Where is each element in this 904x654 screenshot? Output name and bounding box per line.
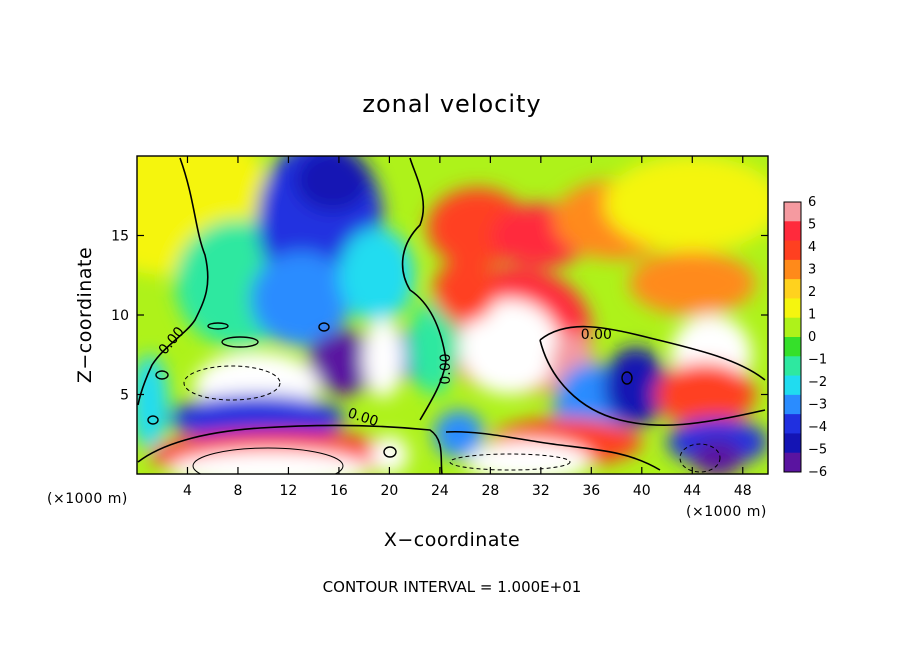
y-axis-label: Z−coordinate bbox=[74, 247, 96, 383]
field-blob-13 bbox=[370, 435, 409, 474]
x-tick-label-20: 20 bbox=[380, 483, 398, 499]
contour-small-2 bbox=[207, 322, 229, 330]
contour-small-4 bbox=[155, 370, 169, 380]
colorbar-swatch-7 bbox=[784, 337, 801, 357]
colorbar-swatch-11 bbox=[784, 414, 801, 434]
contour-interval-note: CONTOUR INTERVAL = 1.000E+01 bbox=[323, 578, 582, 596]
field-blob-9 bbox=[168, 394, 346, 443]
colorbar-label-0: 6 bbox=[808, 195, 816, 210]
colorbar-label-11: −5 bbox=[808, 443, 827, 458]
x-tick-label-8: 8 bbox=[233, 483, 242, 499]
colorbar-label-9: −3 bbox=[808, 398, 827, 413]
field-blob-12 bbox=[168, 450, 371, 474]
colorbar-swatch-13 bbox=[784, 452, 801, 473]
colorbar-swatch-1 bbox=[784, 221, 801, 242]
contour-label-2: 0.00 bbox=[438, 353, 454, 384]
contour-small-1 bbox=[221, 336, 259, 348]
field-blob-26 bbox=[654, 362, 756, 427]
colorbar-swatch-0 bbox=[784, 202, 801, 222]
field-blob-3 bbox=[294, 156, 371, 212]
field-blob-18 bbox=[603, 156, 768, 252]
chart-title: zonal velocity bbox=[362, 90, 541, 118]
y-tick-label-5: 5 bbox=[120, 388, 129, 404]
contour-line-right bbox=[539, 325, 766, 426]
field-blob-32 bbox=[408, 299, 459, 395]
x-tick-label-16: 16 bbox=[330, 483, 348, 499]
y-tick-label-10: 10 bbox=[111, 308, 129, 324]
field-blob-14 bbox=[362, 318, 404, 398]
field-blob-30 bbox=[465, 440, 592, 474]
x-tick-label-28: 28 bbox=[481, 483, 499, 499]
contour-small-7 bbox=[383, 446, 397, 458]
x-tick-label-32: 32 bbox=[532, 483, 550, 499]
contour-small-3 bbox=[318, 322, 330, 332]
field-blob-28 bbox=[692, 439, 743, 474]
colorbar-label-8: −2 bbox=[808, 375, 827, 390]
contour-solid-bottom-left bbox=[192, 447, 344, 474]
contour-dashed-bottom bbox=[449, 453, 571, 471]
x-tick-label-24: 24 bbox=[431, 483, 449, 499]
contour-dashed-left bbox=[183, 365, 281, 401]
zero-contours bbox=[137, 157, 766, 474]
x-tick-label-12: 12 bbox=[280, 483, 298, 499]
field-blob-24 bbox=[603, 346, 668, 427]
colorbar-swatch-3 bbox=[784, 259, 801, 280]
field-blob-5 bbox=[338, 227, 415, 323]
x-tick-label-44: 44 bbox=[683, 483, 701, 499]
colorbar: 6 5 4 3 2 1 0 −1 −2 −3 −4 −5 −6 bbox=[783, 195, 827, 480]
colorbar-label-1: 5 bbox=[808, 218, 816, 233]
colorbar-label-6: 0 bbox=[808, 330, 816, 345]
colorbar-label-7: −1 bbox=[808, 353, 827, 368]
colorbar-label-5: 1 bbox=[808, 308, 816, 323]
colorbar-swatch-8 bbox=[784, 356, 801, 377]
colorbar-swatch-2 bbox=[784, 240, 801, 261]
colorbar-swatch-5 bbox=[784, 298, 801, 319]
contour-small-5 bbox=[147, 415, 159, 425]
y-axis: 5 10 15 bbox=[111, 229, 768, 404]
contour-line-center bbox=[401, 157, 447, 421]
colorbar-label-12: −6 bbox=[808, 465, 827, 480]
colorbar-label-3: 3 bbox=[808, 263, 816, 278]
field-blob-31 bbox=[433, 410, 485, 459]
colorbar-frame bbox=[783, 201, 802, 473]
colorbar-swatch-9 bbox=[784, 375, 801, 396]
y-tick-label-15: 15 bbox=[111, 229, 129, 245]
plot-area: 0.000.000.000.00 4 8 12 16 20 24 28 32 36 40 44 48 … bbox=[111, 155, 769, 499]
field-blob-21 bbox=[458, 299, 560, 395]
x-axis: 4 8 12 16 20 24 28 32 36 40 44 48 bbox=[183, 156, 752, 499]
contour-line-bottom-right bbox=[445, 430, 661, 471]
contour-dashed-right bbox=[679, 443, 721, 473]
x-tick-label-36: 36 bbox=[582, 483, 600, 499]
colorbar-swatch-10 bbox=[784, 394, 801, 415]
colorbar-label-10: −4 bbox=[808, 420, 827, 435]
x-unit-left: (×1000 m) bbox=[47, 491, 128, 507]
contour-line-left bbox=[137, 157, 209, 406]
x-unit-right: (×1000 m) bbox=[686, 504, 767, 520]
contour-line-lower bbox=[137, 424, 443, 474]
colorbar-label-4: 2 bbox=[808, 285, 816, 300]
contour-small-6 bbox=[621, 371, 633, 385]
field-blob-19 bbox=[629, 251, 756, 315]
x-tick-label-48: 48 bbox=[734, 483, 752, 499]
colorbar-swatch-4 bbox=[784, 279, 801, 299]
x-axis-label: X−coordinate bbox=[384, 529, 520, 551]
field-blob-33 bbox=[433, 259, 497, 323]
colorbar-label-2: 4 bbox=[808, 240, 816, 255]
x-tick-label-40: 40 bbox=[633, 483, 651, 499]
x-tick-label-4: 4 bbox=[183, 483, 192, 499]
contour-label-3: 0.00 bbox=[581, 327, 612, 343]
colorbar-swatch-6 bbox=[784, 317, 801, 338]
colorbar-swatch-12 bbox=[784, 433, 801, 454]
